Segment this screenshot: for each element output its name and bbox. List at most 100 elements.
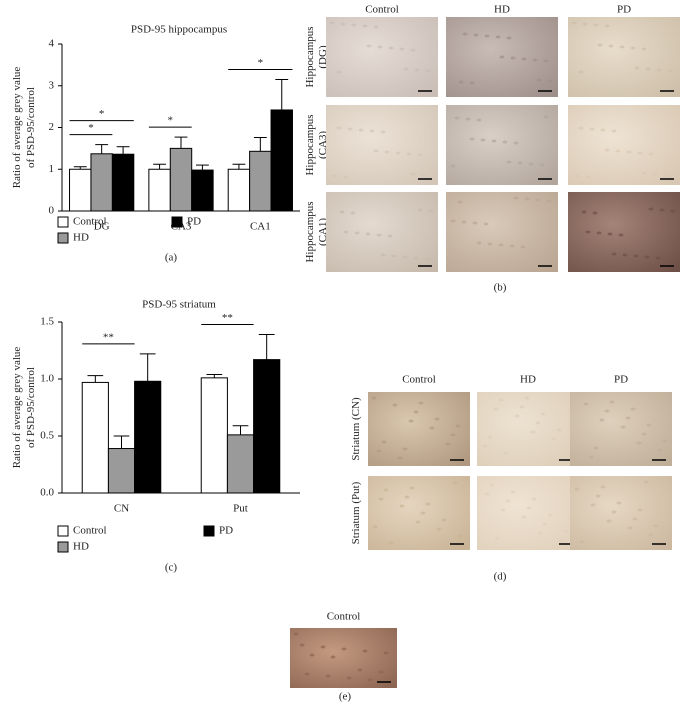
cell-speck <box>450 164 456 168</box>
cell-speck <box>469 137 475 141</box>
cell-speck <box>406 152 412 156</box>
significance-mark: * <box>88 122 94 134</box>
cell-speck <box>632 517 638 521</box>
cell-speck <box>381 440 387 444</box>
legend-swatch <box>57 525 69 537</box>
cell-speck <box>330 655 336 659</box>
cell-speck <box>299 643 305 647</box>
cell-speck <box>510 490 516 494</box>
cell-speck <box>329 21 335 25</box>
bar <box>107 448 136 494</box>
cell-speck <box>341 647 347 651</box>
column-header: Control <box>402 374 436 386</box>
micrograph <box>568 105 680 185</box>
cell-speck <box>608 44 614 48</box>
cell-speck <box>609 400 615 404</box>
cell-speck <box>574 487 580 491</box>
cell-speck <box>530 430 536 434</box>
cell-speck <box>656 68 662 72</box>
cell-speck <box>535 198 541 202</box>
cell-speck <box>402 255 408 259</box>
cell-speck <box>571 21 577 25</box>
cell-speck <box>380 130 386 134</box>
cell-speck <box>354 231 360 235</box>
cell-speck <box>418 401 424 405</box>
y-tick-label: 1.5 <box>40 316 54 328</box>
cell-speck <box>376 233 382 237</box>
cell-speck <box>625 416 631 420</box>
cell-speck <box>410 172 416 176</box>
y-axis-label-line: of PSD-95/control <box>25 87 37 168</box>
cell-speck <box>630 407 636 411</box>
cell-speck <box>343 175 349 179</box>
cell-speck <box>528 162 534 166</box>
bar <box>69 168 92 212</box>
cell-speck <box>304 672 310 676</box>
row-label: Hippocampus(CA1) <box>304 201 329 262</box>
cell-speck <box>630 46 636 50</box>
cell-speck <box>542 522 548 526</box>
cell-speck <box>377 45 383 49</box>
micrograph <box>326 17 438 97</box>
cell-speck <box>403 67 409 71</box>
cell-speck <box>589 127 595 131</box>
cell-speck <box>498 243 504 247</box>
cell-speck <box>487 242 493 246</box>
cell-speck <box>457 200 463 204</box>
cell-speck <box>536 78 542 82</box>
cell-speck <box>373 149 379 153</box>
cell-speck <box>500 508 506 512</box>
cell-speck <box>351 23 357 27</box>
cell-speck <box>387 234 393 238</box>
error-bar <box>73 166 87 170</box>
y-tick-label: 0 <box>49 205 55 217</box>
legend-label: Control <box>73 525 107 537</box>
cell-speck <box>325 674 331 678</box>
cell-speck <box>495 35 501 39</box>
column-header: HD <box>520 374 536 386</box>
cell-speck <box>413 256 419 260</box>
cell-speck <box>506 160 512 164</box>
cell-speck <box>309 653 315 657</box>
x-tick-label: CA1 <box>250 221 271 233</box>
cell-speck <box>421 173 427 177</box>
cell-speck <box>383 488 389 492</box>
cell-speck <box>503 451 509 455</box>
panel-label: (d) <box>494 571 507 583</box>
cell-speck <box>429 426 435 430</box>
y-tick-label: 1 <box>49 163 55 175</box>
x-tick-label: Put <box>233 503 248 515</box>
cell-speck <box>547 79 553 83</box>
cell-speck <box>652 172 658 176</box>
cell-speck <box>410 48 416 52</box>
cell-speck <box>663 173 669 177</box>
cell-speck <box>452 481 458 485</box>
y-tick-label: 0.0 <box>40 487 54 499</box>
cell-speck <box>517 161 523 165</box>
y-tick-label: 0.5 <box>40 430 54 442</box>
bar <box>111 153 135 212</box>
cell-speck <box>402 447 408 451</box>
y-tick-label: 3 <box>49 79 55 91</box>
cell-speck <box>397 456 403 460</box>
significance-mark: ** <box>222 312 233 324</box>
cell-speck <box>428 209 434 213</box>
micrograph <box>570 476 672 550</box>
cell-speck <box>622 253 628 257</box>
cell-speck <box>618 233 624 237</box>
bar <box>90 153 113 212</box>
micrograph <box>368 392 470 466</box>
cell-speck <box>619 45 625 49</box>
cell-speck <box>371 396 377 400</box>
cell-speck <box>373 25 379 29</box>
cell-speck <box>526 506 532 510</box>
cell-speck <box>648 533 654 537</box>
cell-speck <box>574 174 580 178</box>
cell-speck <box>627 526 633 530</box>
cell-speck <box>655 256 661 260</box>
error-bar <box>95 144 109 154</box>
micrograph <box>326 105 438 185</box>
cell-speck <box>519 405 525 409</box>
cell-speck <box>399 504 405 508</box>
cell-speck <box>662 439 668 443</box>
